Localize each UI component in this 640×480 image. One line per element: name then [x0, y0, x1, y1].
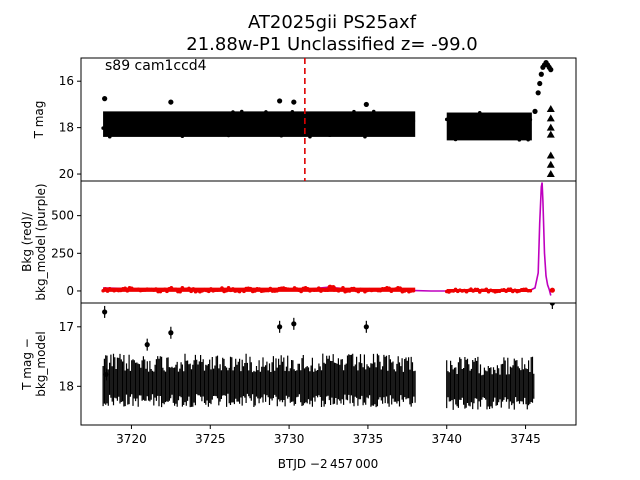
panel-0-series-1-point-3 [546, 130, 555, 138]
panel-0-series-0-point-6 [535, 90, 541, 96]
panel-0-series-0-point-7 [537, 80, 543, 87]
xtick-label-2: 3730 [274, 432, 305, 446]
panel-0-series-0-point-0 [102, 96, 108, 102]
panel-2-series-0-point-6 [363, 324, 369, 330]
panel-1-ytick-label-2: 500 [51, 209, 74, 223]
panel-0-ytick-label-0: 16 [59, 74, 74, 88]
xtick-label-4: 3740 [431, 432, 462, 446]
panel-1-data [101, 182, 555, 296]
panel-2-ylabel-0: T mag − [20, 338, 34, 391]
panel-1-ytick-label-0: 0 [66, 284, 74, 298]
panel-0-series-0-point-4 [363, 101, 369, 108]
panel-0-series-0-point-3 [291, 99, 297, 105]
panel-2-series-0-band-1 [446, 356, 535, 410]
panel-2-frame [80, 302, 577, 426]
panel-1-ylabel-0: Bkg (red)/ [20, 211, 34, 272]
panel-2-ytick-label-1: 18 [59, 379, 74, 393]
xtick-label-0: 3720 [116, 432, 147, 446]
panel-0-ylabel-0: T mag [32, 101, 46, 140]
panel-2-ytick-label-0: 17 [59, 320, 74, 334]
panel-0-series-1-point-6 [546, 170, 555, 178]
panel-2-series-0-band-0 [102, 353, 416, 408]
plot-layer: 16 18 20 T mag 0 250 500 Bkg (red)/bkg_model (p… [20, 57, 577, 446]
panel-2-series-0-point-3 [168, 330, 174, 336]
panel-0-series-1-point-5 [546, 160, 555, 168]
panel-0-data [101, 60, 555, 178]
panel-1-ylabel-1: bkg_model (purple) [34, 183, 48, 300]
xtick-label-3: 3735 [353, 432, 384, 446]
panel-0-series-0-point-14 [548, 67, 554, 73]
chart-title-line2: 21.88w-P1 Unclassified z= -99.0 [186, 34, 477, 55]
panel-0-series-0-band-0-texture [101, 109, 416, 139]
panel-1-series-1-point-1 [330, 285, 336, 291]
panel-0-ytick-label-2: 20 [59, 167, 74, 181]
panel-1-frame [80, 180, 577, 304]
panel-1-series-1-band-1-texture [444, 287, 533, 294]
panel-0-series-0-point-8 [538, 71, 544, 77]
xtick-label-1: 3725 [195, 432, 226, 446]
panel-0-series-0-point-1 [168, 99, 174, 105]
panel-0-ytick-label-1: 18 [59, 121, 74, 135]
panel-0-series-1-point-0 [546, 105, 555, 113]
panel-2-data [102, 303, 555, 410]
ccd-annotation: s89 cam1ccd4 [105, 58, 207, 74]
xtick-label-5: 3745 [510, 432, 541, 446]
panel-2-series-0-point-5 [291, 321, 297, 327]
panel-2-ylabel-1: bkg_model [34, 331, 48, 397]
panel-2-series-0-point-1 [103, 371, 109, 378]
panel-2-series-0-point-2 [144, 342, 150, 348]
panel-0-series-1-point-4 [546, 151, 555, 159]
panel-2-series-0-point-4 [277, 324, 283, 330]
panel-0-series-1-point-2 [546, 123, 555, 131]
panel-1-series-1-band-0-texture [101, 285, 416, 294]
panel-1-ytick-label-1: 250 [51, 246, 74, 260]
panel-0-series-0-band-1-texture [444, 111, 533, 142]
panel-2-series-0-point-0 [102, 309, 108, 315]
panel-0-series-0-point-5 [532, 108, 538, 114]
x-axis-label: BTJD −2 457 000 [278, 457, 378, 471]
panel-1-series-0-line [103, 182, 552, 296]
chart-title-line1: AT2025gii PS25axf [248, 12, 417, 33]
panel-0-series-1-point-1 [546, 114, 555, 122]
panel-2-series-0-point-7 [549, 303, 555, 306]
panel-1-series-1-point-2 [549, 287, 555, 293]
panel-0-series-0-point-2 [277, 98, 283, 104]
